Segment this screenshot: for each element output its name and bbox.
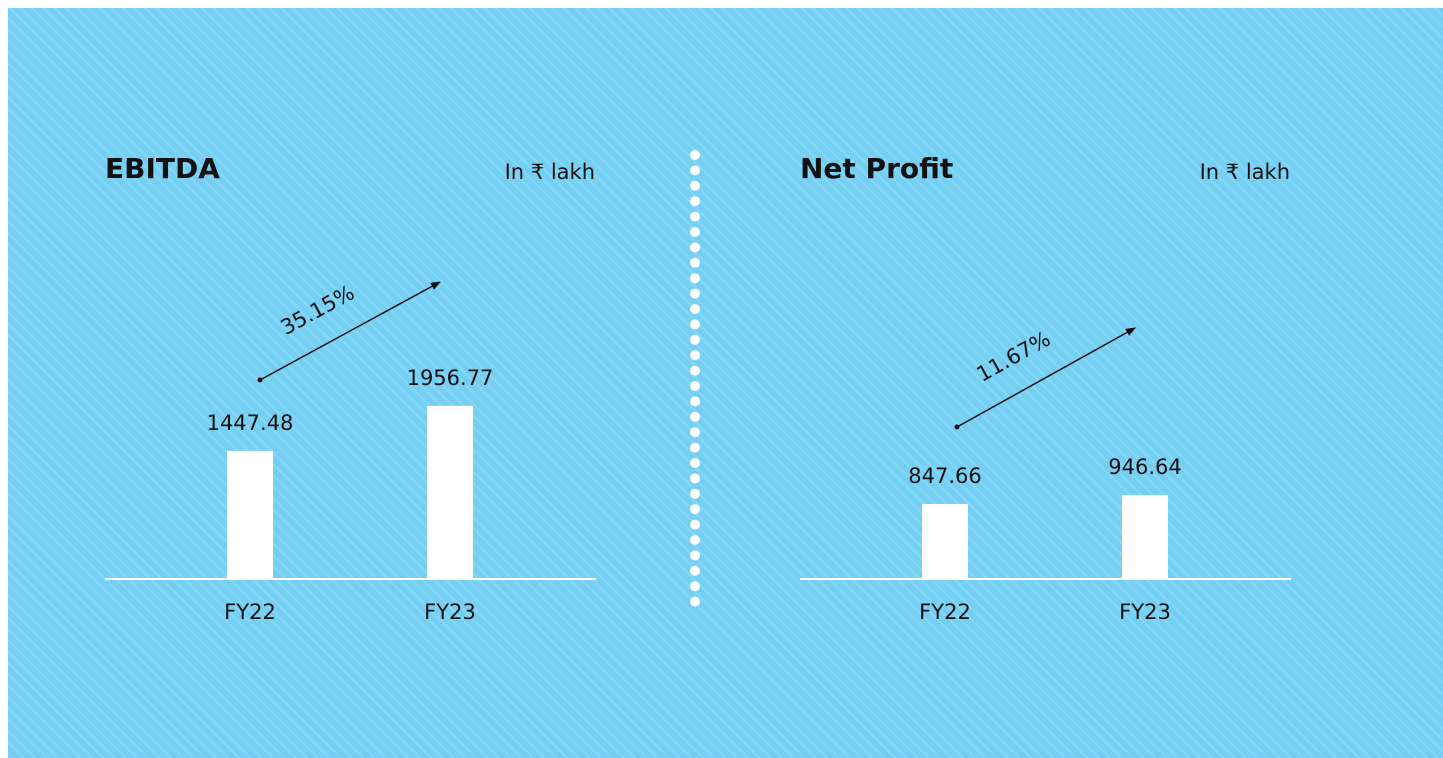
divider-dot — [690, 365, 700, 376]
divider-dot — [690, 381, 700, 391]
divider-dot — [690, 488, 700, 499]
x-tick-label: FY22 — [224, 600, 276, 624]
divider-dot — [690, 150, 700, 160]
x-tick-label: FY23 — [1119, 600, 1171, 624]
divider-dot — [690, 442, 700, 453]
divider-dot — [690, 257, 700, 268]
bar — [1122, 495, 1168, 579]
value-label: 946.64 — [1108, 455, 1181, 479]
x-tick-label: FY23 — [424, 600, 476, 624]
chart-title: EBITDA — [105, 152, 220, 185]
bar — [227, 450, 273, 579]
divider-dot — [690, 565, 700, 576]
divider-dot — [690, 473, 700, 484]
divider-dot — [690, 504, 700, 515]
divider-dot — [690, 288, 700, 299]
chart-subtitle: In ₹ lakh — [1200, 160, 1290, 184]
divider-dot — [690, 180, 700, 191]
divider-dot — [690, 427, 700, 438]
chart-title: Net Profit — [800, 152, 953, 185]
divider-dot — [690, 535, 700, 545]
divider-dot — [690, 350, 700, 361]
arrow — [956, 327, 1136, 428]
divider-dot — [690, 581, 700, 592]
background — [8, 8, 1443, 758]
x-tick-label: FY22 — [919, 600, 971, 624]
chart-subtitle: In ₹ lakh — [505, 160, 595, 184]
divider-dot — [690, 550, 700, 561]
divider-dot — [690, 319, 700, 330]
divider-dot — [690, 165, 700, 176]
value-label: 847.66 — [908, 464, 981, 488]
divider-dot — [690, 242, 700, 253]
divider-dot — [690, 273, 700, 284]
divider-dot — [690, 227, 700, 237]
divider-dot — [690, 304, 700, 314]
divider-dot — [690, 211, 700, 222]
value-label: 1956.77 — [407, 366, 494, 390]
divider-dot — [690, 396, 700, 407]
divider-dot — [690, 458, 700, 468]
divider-dot — [690, 411, 700, 422]
bar — [922, 503, 968, 579]
divider-dot — [690, 196, 700, 207]
arrow — [259, 281, 441, 381]
bar — [427, 405, 473, 579]
divider-dot — [690, 519, 700, 530]
divider-dot — [690, 334, 700, 345]
divider-dot — [690, 596, 700, 607]
value-label: 1447.48 — [207, 411, 294, 435]
